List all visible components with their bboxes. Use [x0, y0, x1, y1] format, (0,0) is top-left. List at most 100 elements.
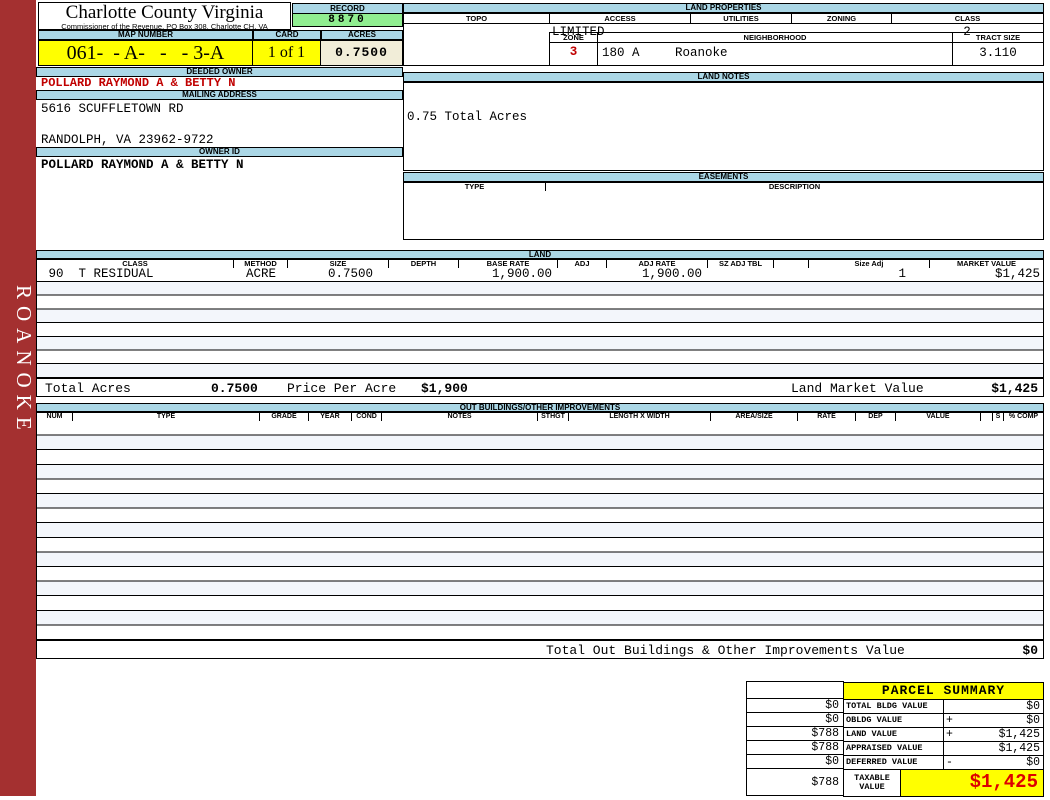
ob-sthgt-header: STHGT	[538, 413, 569, 421]
easement-description-header: DESCRIPTION	[768, 183, 821, 191]
op: -	[946, 756, 953, 769]
land-properties-table: TOPO ACCESS UTILITIES ZONING CLASS LIMIT…	[403, 13, 1044, 66]
page-title: Charlotte County Virginia	[65, 2, 264, 23]
mailing-address-header: MAILING ADDRESS	[36, 90, 403, 100]
land-totals-row: Total Acres 0.7500 Price Per Acre $1,900…	[36, 378, 1044, 397]
parcel-summary-row: TOTAL BLDG VALUE $0	[843, 699, 1044, 714]
land-blank-header	[774, 260, 809, 268]
price-per-acre-value: $1,900	[421, 381, 468, 396]
land-base-rate-header: BASE RATE	[459, 260, 558, 268]
parcel-summary-prior-column: $0 $0 $788 $788 $0 $788	[746, 681, 844, 796]
total-acres-label: Total Acres	[45, 381, 131, 396]
land-adj-rate-value: 1,900.00	[641, 268, 702, 281]
land-size-value: 0.7500	[327, 268, 373, 281]
district-label: ROANOKE	[12, 285, 36, 437]
out-buildings-total-row: Total Out Buildings & Other Improvements…	[36, 640, 1044, 659]
ob-area-size-header: AREA/SIZE	[711, 413, 798, 421]
neighborhood-header: NEIGHBORHOOD	[598, 33, 953, 42]
taxable-value: $1,425	[901, 770, 1043, 796]
ob-rate-header: RATE	[798, 413, 856, 421]
total-acres-value: 0.7500	[211, 381, 258, 396]
land-empty-rows	[36, 282, 1044, 378]
land-properties-header-row: TOPO ACCESS UTILITIES ZONING CLASS	[404, 14, 1043, 24]
land-sz-adj-tbl-value	[708, 268, 774, 281]
val: $1,425	[998, 728, 1040, 741]
ob-grade-header: GRADE	[260, 413, 309, 421]
prior-header-cell	[746, 681, 844, 699]
easements-header: EASEMENTS	[403, 172, 1044, 182]
prior-taxable: $788	[746, 768, 844, 796]
obldg-value: + $0	[944, 714, 1043, 727]
zone-subtable-header-row: ZONE NEIGHBORHOOD TRACT SIZE	[550, 33, 1043, 43]
land-notes-box: 0.75 Total Acres	[403, 82, 1044, 171]
zoning-header: ZONING	[792, 14, 892, 23]
land-adj-value	[558, 268, 607, 281]
ob-cond-header: COND	[352, 413, 382, 421]
taxable-value-label: TAXABLE VALUE	[844, 770, 901, 796]
access-header: ACCESS	[550, 14, 691, 23]
total-bldg-value: $0	[944, 700, 1043, 713]
land-blank-value	[774, 268, 809, 281]
owner-id-header: OWNER ID	[36, 147, 403, 157]
deeded-owner-value: POLLARD RAYMOND A & BETTY N	[41, 76, 236, 90]
zone-header: ZONE	[550, 33, 598, 42]
ob-dep-header: DEP	[856, 413, 896, 421]
neighborhood-name: Roanoke	[675, 46, 728, 60]
land-class-value: 90 T RESIDUAL	[41, 268, 154, 281]
land-sz-adj-tbl-header: SZ ADJ TBL	[708, 260, 774, 268]
val: $0	[1026, 756, 1040, 769]
land-size-adj-header: Size Adj	[809, 260, 930, 268]
parcel-summary-row: LAND VALUE + $1,425	[843, 727, 1044, 742]
mailing-address-line2: RANDOLPH, VA 23962-9722	[41, 133, 214, 147]
land-method-value: ACRE	[245, 268, 276, 281]
ob-length-width-header: LENGTH X WIDTH	[569, 413, 711, 421]
price-per-acre-label: Price Per Acre	[287, 381, 397, 396]
land-adj-header: ADJ	[558, 260, 607, 268]
land-method-header: METHOD	[234, 260, 288, 268]
appraised-value: $1,425	[944, 742, 1043, 755]
prior-total-bldg: $0	[746, 698, 844, 713]
prior-deferred: $0	[746, 754, 844, 769]
tract-size-header: TRACT SIZE	[975, 33, 1021, 42]
ob-year-header: YEAR	[309, 413, 352, 421]
taxable-value-row: TAXABLE VALUE $1,425	[843, 769, 1044, 797]
parcel-summary-row: DEFERRED VALUE - $0	[843, 755, 1044, 770]
land-market-value-label: Land Market Value	[791, 381, 924, 396]
map-number-header: MAP NUMBER	[38, 30, 253, 40]
land-section-header: LAND	[36, 250, 1044, 259]
record-header: RECORD	[292, 3, 403, 14]
zone-subtable-value-row: 3 180 A Roanoke 3.110	[550, 43, 1043, 66]
neighborhood-cell: 180 A Roanoke	[598, 43, 953, 66]
owner-id-value: POLLARD RAYMOND A & BETTY N	[41, 158, 244, 172]
land-value: + $1,425	[944, 728, 1043, 741]
title-box: Charlotte County Virginia Commissioner o…	[38, 2, 291, 30]
land-depth-header: DEPTH	[389, 260, 459, 268]
appraised-value-label: APPRAISED VALUE	[844, 742, 944, 755]
deferred-value: - $0	[944, 756, 1043, 769]
card-header: CARD	[253, 30, 321, 40]
ob-type-header: TYPE	[73, 413, 260, 421]
zone-value: 3	[550, 43, 598, 66]
mailing-address-line1: 5616 SCUFFLETOWN RD	[41, 102, 184, 116]
land-base-rate-value: 1,900.00	[491, 268, 552, 281]
land-market-value: $1,425	[994, 268, 1040, 281]
land-size-adj-value: 1	[898, 268, 906, 281]
prior-obldg: $0	[746, 712, 844, 727]
neighborhood-code: 180 A	[602, 46, 640, 60]
val: $0	[1026, 700, 1040, 713]
ob-pct-comp-header: % COMP	[1008, 413, 1039, 420]
card-value: 1 of 1	[253, 40, 321, 66]
land-value-label: LAND VALUE	[844, 728, 944, 741]
deeded-owner-header: DEEDED OWNER	[36, 67, 403, 77]
out-buildings-total-label: Total Out Buildings & Other Improvements…	[546, 643, 905, 658]
out-buildings-section-header: OUT BUILDINGS/OTHER IMPROVEMENTS	[36, 403, 1044, 412]
land-depth-value	[389, 268, 459, 281]
map-number-value: 061- - A- - - 3-A	[38, 40, 253, 66]
ob-num-header: NUM	[37, 413, 73, 421]
zone-subtable: ZONE NEIGHBORHOOD TRACT SIZE 3 180 A Roa…	[549, 32, 1043, 66]
land-data-row: 90 T RESIDUAL ACRE 0.7500 1,900.00 1,900…	[36, 268, 1044, 282]
prior-appraised: $788	[746, 740, 844, 755]
ob-value-header: VALUE	[896, 413, 981, 421]
tract-size-value: 3.110	[979, 46, 1017, 60]
